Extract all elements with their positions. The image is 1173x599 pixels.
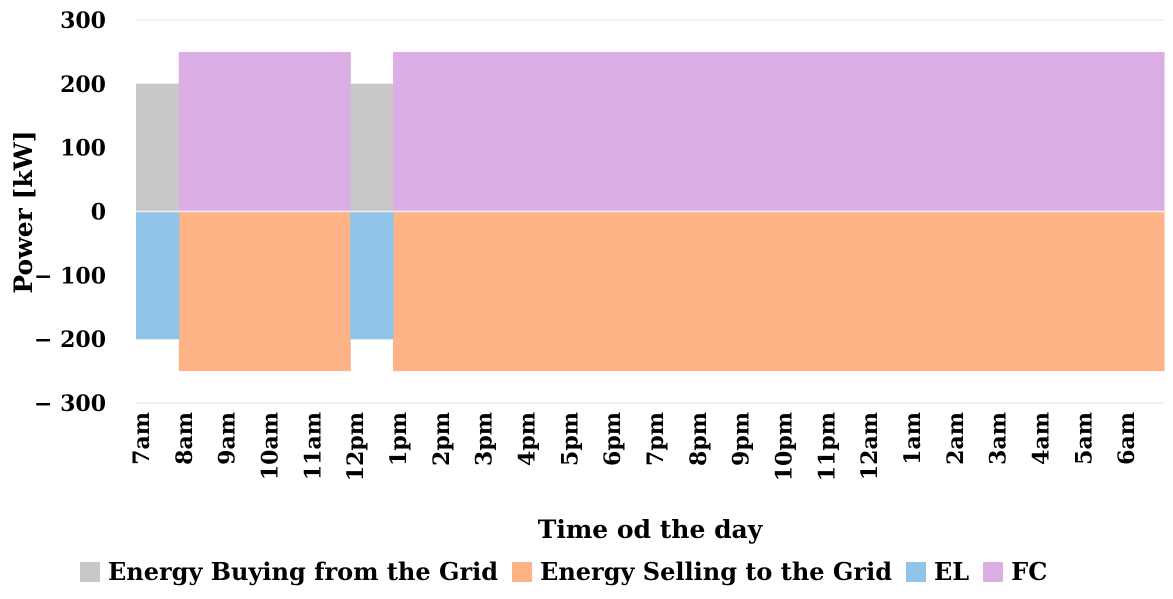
x-tick-label: 12am xyxy=(857,412,883,480)
x-tick-label: 10am xyxy=(258,412,284,480)
y-axis-label: Power [kW] xyxy=(9,130,38,293)
x-tick-label: 11am xyxy=(300,412,326,480)
x-tick-label: 12pm xyxy=(343,412,369,481)
area-segment xyxy=(178,211,223,372)
y-tick-label: − 300 xyxy=(34,391,106,417)
area-segment xyxy=(992,51,1037,212)
area-segment xyxy=(607,51,651,212)
x-tick-label: 3am xyxy=(986,412,1012,465)
y-tick-label: − 200 xyxy=(34,327,106,353)
x-axis-label: Time od the day xyxy=(538,515,764,544)
area-segment xyxy=(1078,51,1122,212)
legend-swatch xyxy=(512,561,533,582)
area-segment xyxy=(650,51,694,212)
area-segment xyxy=(907,51,951,212)
area-segment xyxy=(1035,211,1079,372)
area-segment xyxy=(864,51,908,212)
area-segment xyxy=(821,211,865,372)
area-segment xyxy=(1121,211,1165,372)
area-segment xyxy=(1078,211,1122,372)
x-tick-label: 4pm xyxy=(515,412,541,466)
area-segment xyxy=(307,51,351,212)
area-segment xyxy=(350,211,394,340)
area-segment xyxy=(264,211,308,372)
plot-area xyxy=(136,51,1165,372)
y-tick-label: 0 xyxy=(91,200,106,226)
x-tick-label: 4am xyxy=(1029,412,1055,465)
area-segment xyxy=(564,211,608,372)
y-tick-label: 100 xyxy=(60,136,106,162)
area-segment xyxy=(735,211,780,372)
chart: 300 200 100 0 − 100 − 200 − 300 7am 8am 9am 10am 1… xyxy=(9,8,1165,544)
area-segment xyxy=(992,211,1037,372)
area-segment xyxy=(1121,51,1165,212)
x-tick-label: 7am xyxy=(129,412,155,465)
legend-swatch xyxy=(905,561,926,582)
area-segment xyxy=(221,51,266,212)
area-segment xyxy=(221,211,266,372)
x-tick-label: 2pm xyxy=(429,412,455,466)
x-tick-label: 2am xyxy=(943,412,969,465)
legend: Energy Buying from the Grid Energy Sellin… xyxy=(80,557,1061,586)
x-tick-label: 3pm xyxy=(472,412,498,466)
area-segment xyxy=(692,211,737,372)
legend-item: FC xyxy=(983,557,1047,586)
area-segment xyxy=(692,51,737,212)
x-tick-label: 9am xyxy=(215,412,241,465)
area-segment xyxy=(350,83,394,212)
area-segment xyxy=(864,211,908,372)
area-segment xyxy=(564,51,608,212)
area-segment xyxy=(178,51,223,212)
area-segment xyxy=(907,211,951,372)
legend-label: FC xyxy=(1011,557,1048,586)
x-tick-label: 5pm xyxy=(557,412,583,466)
area-segment xyxy=(136,83,180,212)
x-tick-label: 1am xyxy=(900,412,926,465)
area-segment xyxy=(778,211,822,372)
x-axis-ticks: 7am 8am 9am 10am 11am 12pm 1pm 2pm 3pm 4pm 5pm 6pm 7… xyxy=(129,412,1140,481)
area-segment xyxy=(735,51,780,212)
area-segment xyxy=(521,211,565,372)
legend-label: Energy Selling to the Grid xyxy=(540,557,892,586)
area-segment xyxy=(949,211,994,372)
area-segment xyxy=(478,51,523,212)
area-segment xyxy=(778,51,822,212)
legend-item: Energy Buying from the Grid xyxy=(80,557,498,586)
area-segment xyxy=(821,51,865,212)
area-segment xyxy=(264,51,308,212)
area-segment xyxy=(478,211,523,372)
x-tick-label: 9pm xyxy=(729,412,755,466)
area-segment xyxy=(435,51,480,212)
legend-label: Energy Buying from the Grid xyxy=(108,557,499,586)
area-segment xyxy=(435,211,480,372)
area-segment xyxy=(650,211,694,372)
x-tick-label: 5am xyxy=(1071,412,1097,465)
x-tick-label: 8am xyxy=(172,412,198,465)
y-tick-label: 300 xyxy=(60,8,106,34)
area-segment xyxy=(521,51,565,212)
legend-swatch xyxy=(80,561,100,582)
area-segment xyxy=(949,51,994,212)
area-segment xyxy=(136,211,180,340)
x-tick-label: 11pm xyxy=(814,412,840,481)
area-segment xyxy=(1035,51,1079,212)
y-axis-ticks: 300 200 100 0 − 100 − 200 − 300 xyxy=(34,8,106,417)
legend-label: EL xyxy=(933,557,970,586)
legend-item: Energy Selling to the Grid xyxy=(512,557,892,586)
area-segment xyxy=(393,211,437,372)
x-tick-label: 10pm xyxy=(772,412,798,481)
legend-swatch xyxy=(983,561,1004,582)
y-tick-label: 200 xyxy=(60,72,106,98)
x-tick-label: 1pm xyxy=(386,412,412,466)
legend-item: EL xyxy=(905,557,970,586)
y-tick-label: − 100 xyxy=(34,263,106,289)
x-tick-label: 6pm xyxy=(600,412,626,466)
area-segment xyxy=(393,51,437,212)
x-tick-label: 7pm xyxy=(643,412,669,466)
x-tick-label: 6am xyxy=(1114,412,1140,465)
area-segment xyxy=(307,211,351,372)
area-segment xyxy=(607,211,651,372)
x-tick-label: 8pm xyxy=(686,412,712,466)
